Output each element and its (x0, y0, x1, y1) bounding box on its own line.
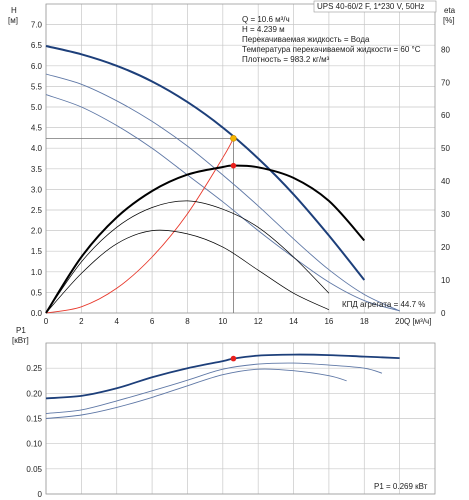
eta-tick-label: 10 (441, 276, 450, 285)
head-tick-label: 3.0 (31, 185, 43, 194)
p-axis-unit: [кВт] (12, 336, 29, 345)
p-axis-symbol: P1 (16, 326, 26, 335)
head-tick-label: 6.5 (31, 41, 43, 50)
power-speed-1-line (45, 368, 347, 419)
head-tick-label: 0.5 (31, 288, 43, 297)
flow-tick-label: 2 (79, 317, 84, 326)
info-line: Q = 10.6 м³/ч (242, 15, 290, 24)
info-line: Плотность = 983.2 кг/м³ (242, 55, 330, 64)
eta-axis-ticks: 0 10 20 30 40 50 60 70 80 (441, 45, 450, 318)
eta-tick-label: 80 (441, 45, 450, 54)
flow-tick-label: 6 (150, 317, 155, 326)
eta-tick-label: 40 (441, 177, 450, 186)
eta-tick-label: 50 (441, 144, 450, 153)
power-operating-point (230, 355, 237, 362)
head-operating-point (230, 135, 237, 142)
eta-tick-label: 0 (441, 309, 446, 318)
power-tick-label: 0.05 (26, 465, 42, 474)
info-line: H = 4.239 м (242, 25, 285, 34)
q-axis-label: Q [м³/ч] (404, 317, 431, 326)
eta-axis-unit: [%] (443, 16, 455, 25)
head-tick-label: 5.5 (31, 82, 43, 91)
head-tick-label: 3.5 (31, 165, 43, 174)
power-note: P1 = 0.269 кВт (374, 482, 428, 491)
head-tick-label: 6.0 (31, 62, 43, 71)
flow-tick-label: 20 (395, 317, 404, 326)
flow-tick-label: 14 (289, 317, 298, 326)
head-tick-label: 1.5 (31, 247, 43, 256)
info-line: Перекачиваемая жидкость = Вода (242, 35, 370, 44)
eta-tick-label: 30 (441, 210, 450, 219)
flow-tick-label: 0 (44, 317, 49, 326)
efficiency-speed-3-line (45, 164, 366, 314)
head-chart-curves (45, 45, 400, 314)
flow-axis-ticks: 0 2 4 6 8 10 12 14 16 18 20 (44, 317, 405, 326)
head-tick-label: 4.5 (31, 124, 43, 133)
power-tick-label: 0 (38, 490, 43, 499)
head-speed-1-line (45, 94, 400, 312)
flow-tick-label: 18 (360, 317, 369, 326)
flow-tick-label: 16 (324, 317, 333, 326)
info-line: Температура перекачиваемой жидкости = 60… (242, 45, 421, 54)
power-chart-curves (45, 353, 400, 419)
head-tick-label: 5.0 (31, 103, 43, 112)
eta-axis-symbol: eta (444, 6, 456, 15)
power-speed-3-line (45, 353, 400, 400)
chart-title: UPS 40-60/2 F, 1*230 V, 50Hz (317, 2, 424, 11)
h-axis-unit: [м] (8, 16, 18, 25)
efficiency-speed-1-line (45, 229, 330, 314)
eta-tick-label: 20 (441, 243, 450, 252)
power-tick-label: 0.25 (26, 364, 42, 373)
power-speed-2-line (45, 362, 383, 414)
power-tick-label: 0.15 (26, 415, 42, 424)
system-curve-line (45, 138, 234, 314)
title-box (313, 0, 437, 13)
flow-tick-label: 4 (115, 317, 120, 326)
head-tick-label: 7.0 (31, 21, 43, 30)
head-axis-ticks: 0.0 0.5 1.0 1.5 2.0 2.5 3.0 3.5 4.0 4.5 5.0 5.5 6.0 6… (31, 21, 43, 318)
head-speed-2-line (45, 73, 400, 312)
head-speed-3-line (45, 45, 366, 281)
head-tick-label: 0.0 (31, 309, 43, 318)
power-axis-ticks: 0 0.05 0.10 0.15 0.20 0.25 (26, 364, 42, 499)
head-tick-label: 1.0 (31, 268, 43, 277)
efficiency-speed-2-line (45, 200, 330, 314)
h-axis-symbol: H (11, 6, 17, 15)
flow-tick-label: 8 (185, 317, 190, 326)
flow-tick-label: 12 (254, 317, 263, 326)
power-tick-label: 0.20 (26, 389, 42, 398)
head-chart-frame (45, 3, 436, 314)
efficiency-note: КПД агрегата = 44.7 % (342, 300, 425, 309)
head-tick-label: 2.0 (31, 227, 43, 236)
head-tick-label: 2.5 (31, 206, 43, 215)
eta-tick-label: 60 (441, 111, 450, 120)
efficiency-operating-point (230, 162, 237, 169)
flow-tick-label: 10 (218, 317, 227, 326)
eta-tick-label: 70 (441, 78, 450, 87)
head-tick-label: 4.0 (31, 144, 43, 153)
operating-points (230, 135, 237, 362)
operating-point-guides (46, 137, 234, 313)
power-tick-label: 0.10 (26, 440, 42, 449)
